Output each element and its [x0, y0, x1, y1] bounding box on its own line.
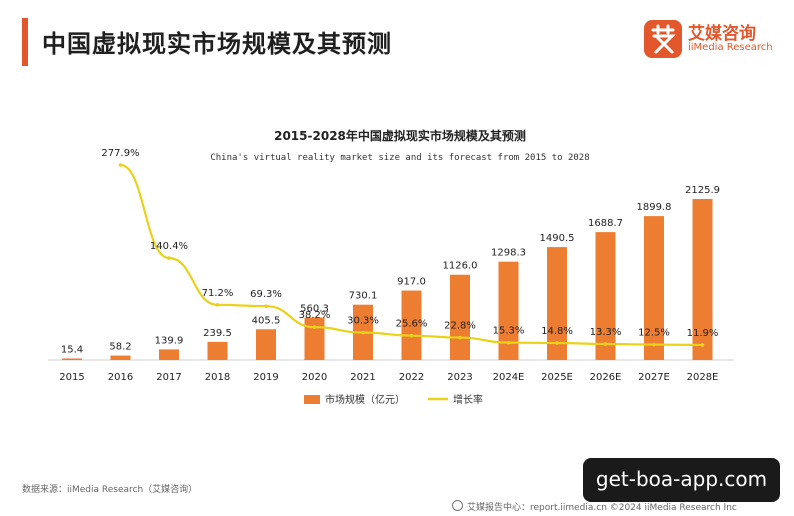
chart-title: 2015-2028年中国虚拟现实市场规模及其预测: [274, 128, 526, 143]
x-tick-labels-group: 2015 2016 2017 2018 2019 2020 2021 2022 2023 2024…: [59, 372, 718, 383]
x-tick-2017: 2017: [156, 372, 181, 383]
legend-label-market-size: 市场规模（亿元）: [325, 393, 405, 406]
growth-label-2024E: 15.3%: [493, 326, 525, 337]
bar-2018: [207, 341, 228, 360]
x-tick-2021: 2021: [350, 372, 375, 383]
growth-point-2017: [167, 256, 171, 260]
growth-line-group: 277.9% 140.4% 71.2% 69.3% 38.2% 30.3% 25.6% 22.…: [101, 148, 718, 347]
growth-point-2025E: [555, 341, 559, 345]
bar-label-2019: 405.5: [252, 315, 281, 326]
page-title: 中国虚拟现实市场规模及其预测: [42, 30, 392, 58]
bar-labels-group: 15.4 58.2 139.9 239.5 405.5 560.3 730.1 917.0 11…: [61, 185, 720, 356]
growth-point-2020: [312, 325, 317, 329]
growth-label-2020: 38.2%: [299, 310, 331, 321]
bar-2017: [159, 349, 179, 360]
growth-point-2026E: [603, 342, 608, 346]
bar-2019: [256, 329, 276, 360]
legend-label-growth-rate: 增长率: [453, 393, 483, 406]
x-tick-2027E: 2027E: [638, 372, 670, 383]
growth-point-2022: [409, 333, 414, 338]
growth-point-2028E: [700, 343, 705, 347]
growth-point-2027E: [652, 342, 656, 347]
brand: 艾媒咨询 iiMedia Research: [644, 18, 778, 62]
bar-label-2016: 58.2: [109, 342, 131, 353]
growth-label-2017: 140.4%: [150, 241, 188, 252]
x-tick-2026E: 2026E: [590, 372, 622, 383]
bar-label-2026E: 1688.7: [588, 218, 623, 229]
bar-label-2024E: 1298.3: [491, 248, 526, 259]
bar-2015: [62, 358, 82, 360]
growth-label-2023: 22.8%: [444, 321, 476, 332]
growth-point-2019: [264, 304, 268, 308]
bar-2023: [450, 274, 470, 360]
legend-swatch-market-size: [304, 395, 320, 404]
footer-site: 艾媒报告中心：report.iimedia.cn ©2024 iiMedia R…: [452, 500, 737, 513]
x-tick-2016: 2016: [108, 372, 133, 383]
growth-label-2019: 69.3%: [250, 289, 282, 300]
x-tick-2023: 2023: [447, 372, 472, 383]
growth-label-2018: 71.2%: [202, 288, 234, 299]
bar-label-2015: 15.4: [61, 345, 83, 356]
legend: 市场规模（亿元） 增长率: [304, 393, 483, 406]
bar-2020: [304, 317, 325, 360]
bar-2026E: [595, 232, 616, 360]
bar-label-2021: 730.1: [349, 291, 378, 302]
x-tick-2025E: 2025E: [541, 372, 573, 383]
footer-site-text: 艾媒报告中心：report.iimedia.cn ©2024 iiMedia R…: [467, 503, 737, 513]
x-tick-2020: 2020: [302, 372, 327, 383]
x-tick-2028E: 2028E: [687, 372, 719, 383]
brand-subtitle: iiMedia Research: [688, 42, 773, 53]
bar-2027E: [644, 216, 664, 360]
growth-label-2016: 277.9%: [101, 148, 139, 159]
growth-point-2021: [361, 330, 365, 335]
bar-label-2020: 560.3: [300, 304, 329, 315]
bar-2022: [401, 290, 422, 360]
x-tick-2022: 2022: [399, 372, 424, 383]
x-tick-2024E: 2024E: [493, 372, 525, 383]
watermark-badge: get-boa-app.com: [583, 458, 780, 502]
x-tick-2018: 2018: [205, 372, 230, 383]
source-note: 数据来源：iiMedia Research（艾媒咨询）: [22, 485, 198, 495]
growth-label-2022: 25.6%: [396, 319, 428, 330]
bar-2024E: [498, 261, 519, 360]
growth-point-2024E: [506, 340, 511, 345]
chart-subtitle: China's virtual reality market size and …: [210, 153, 589, 163]
bar-2025E: [547, 247, 567, 360]
growth-point-2016: [118, 163, 123, 167]
bar-label-2022: 917.0: [397, 277, 426, 288]
growth-label-2028E: 11.9%: [687, 328, 719, 339]
bar-label-2028E: 2125.9: [685, 185, 720, 196]
watermark-text: get-boa-app.com: [595, 467, 768, 491]
title-bar: 中国虚拟现实市场规模及其预测: [22, 18, 391, 66]
growth-label-2027E: 12.5%: [638, 328, 670, 339]
growth-label-2025E: 14.8%: [541, 326, 573, 337]
x-tick-2015: 2015: [59, 372, 84, 383]
x-tick-2019: 2019: [253, 372, 278, 383]
brand-name: 艾媒咨询: [688, 24, 756, 44]
growth-point-2018: [215, 303, 220, 307]
brand-logo-icon: [644, 20, 682, 58]
growth-point-2023: [458, 335, 462, 340]
bar-label-2017: 139.9: [155, 335, 184, 346]
bar-label-2023: 1126.0: [443, 261, 478, 272]
bar-2028E: [692, 199, 713, 360]
bar-label-2027E: 1899.8: [637, 202, 672, 213]
growth-label-2026E: 13.3%: [590, 327, 622, 338]
bar-label-2018: 239.5: [203, 328, 232, 339]
bar-2016: [110, 355, 131, 360]
growth-label-2021: 30.3%: [347, 316, 379, 327]
globe-icon: [452, 500, 463, 511]
bar-label-2025E: 1490.5: [540, 233, 575, 244]
